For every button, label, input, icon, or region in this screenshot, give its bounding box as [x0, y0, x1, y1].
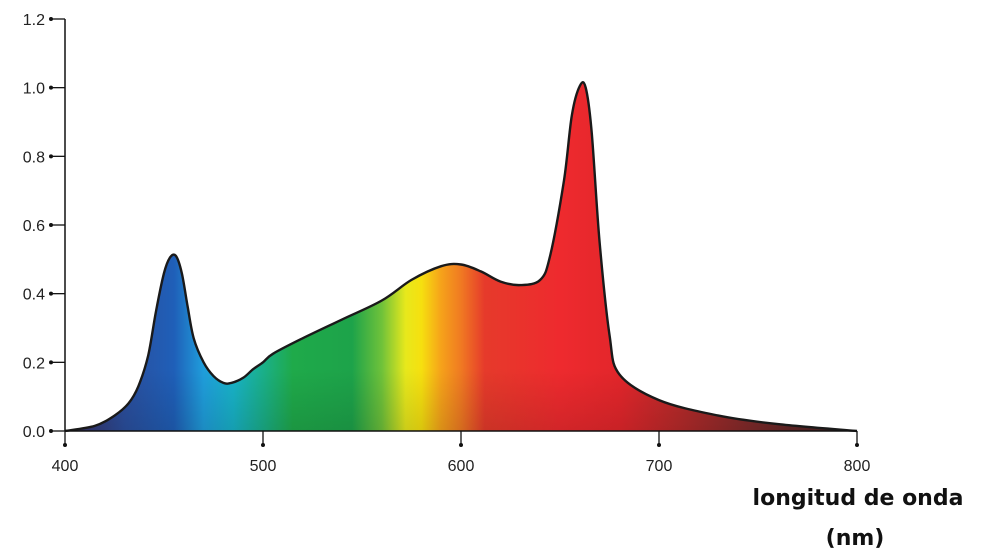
x-axis-title: longitud de onda (nm)	[753, 486, 964, 551]
y-tick-dot	[49, 429, 53, 433]
y-tick-dot	[49, 291, 53, 296]
y-tick-dot	[49, 85, 53, 90]
spectrum-area-shading	[65, 82, 857, 431]
x-tick-dot	[63, 443, 67, 447]
y-tick-label: 1.0	[23, 81, 45, 98]
x-tick-label: 600	[448, 458, 475, 475]
y-tick-label: 0.0	[23, 424, 45, 441]
y-tick-dot	[49, 154, 53, 159]
x-tick-dot	[855, 443, 859, 447]
x-axis-title-line-2: (nm)	[826, 526, 885, 551]
plot-area	[64, 81, 858, 433]
y-tick-dot	[49, 223, 53, 227]
x-tick-dot	[261, 443, 265, 447]
axes: 0.0 0.2 0.4 0.6 0.8 1.0 1.2 400 500 600 700 800	[23, 12, 871, 475]
x-tick-label: 800	[844, 458, 871, 475]
y-tick-dot	[49, 17, 53, 21]
y-tick-dot	[49, 360, 53, 365]
y-tick-label: 0.2	[23, 355, 45, 372]
y-tick-label: 1.2	[23, 12, 45, 29]
x-tick-label: 500	[250, 458, 277, 475]
x-tick-dot	[657, 443, 661, 447]
spectrum-outline	[64, 81, 858, 433]
x-tick-dot	[459, 443, 463, 447]
x-axis-title-line-1: longitud de onda	[753, 486, 964, 511]
x-tick-label: 700	[646, 458, 673, 475]
y-tick-label: 0.4	[23, 287, 45, 304]
y-tick-label: 0.8	[23, 149, 45, 166]
y-tick-label: 0.6	[23, 218, 45, 235]
x-tick-label: 400	[52, 458, 79, 475]
